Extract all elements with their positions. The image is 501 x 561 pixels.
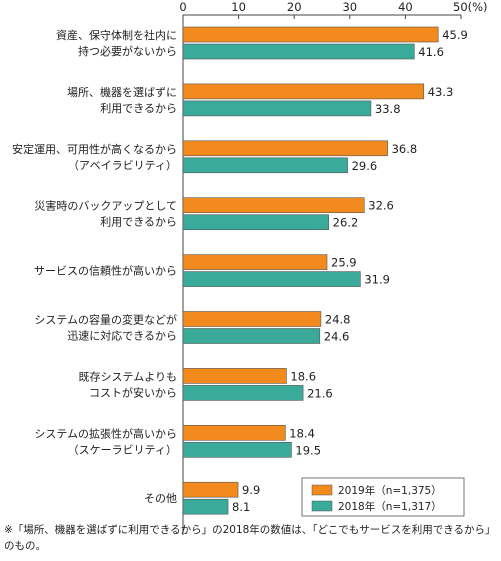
category-label: 安定運用、可用性が高くなるから <box>12 142 177 156</box>
x-tick-label: 40 <box>398 0 413 14</box>
bar <box>182 481 239 498</box>
category-label: サービスの信頼性が高いから <box>34 264 177 278</box>
category-label: 利用できるから <box>100 102 177 115</box>
x-tick-label: 10 <box>231 0 246 14</box>
bar <box>182 498 229 515</box>
data-label: 8.1 <box>232 500 250 514</box>
data-label: 24.6 <box>324 330 350 344</box>
category-label: 場所、機器を選ばずに <box>67 85 177 99</box>
bar <box>182 197 365 213</box>
bar <box>182 43 415 60</box>
bar <box>182 83 425 100</box>
bar <box>182 385 304 401</box>
category-label: システムの拡張性が高いから <box>34 426 177 440</box>
data-label: 29.6 <box>352 159 378 173</box>
x-tick-label: 30 <box>342 0 357 14</box>
legend-label: 2019年（n=1,375） <box>338 484 442 497</box>
bar <box>182 140 388 157</box>
bar <box>182 214 329 230</box>
x-tick-label: 50(%) <box>453 0 488 14</box>
legend-swatch <box>311 500 333 512</box>
data-label: 18.6 <box>290 369 316 383</box>
bar <box>182 311 322 327</box>
data-label: 21.6 <box>307 386 333 400</box>
bar <box>182 328 321 344</box>
data-label: 25.9 <box>331 256 357 270</box>
bar <box>182 254 328 270</box>
data-label: 32.6 <box>368 199 394 213</box>
category-label: 資産、保守体制を社内に <box>56 28 177 42</box>
data-label: 24.8 <box>325 313 351 327</box>
bar <box>182 368 287 384</box>
data-label: 45.9 <box>442 28 468 42</box>
bar <box>182 26 439 43</box>
data-label: 36.8 <box>392 142 418 156</box>
data-label: 31.9 <box>364 273 390 287</box>
category-label: 災害時のバックアップとして <box>34 199 177 213</box>
category-label: 持つ必要がないから <box>78 44 177 58</box>
data-label: 19.5 <box>295 443 321 457</box>
footnote: ※「場所、機器を選ばずに利用できるから」の2018年の数値は、「どこでもサービス… <box>4 524 496 552</box>
legend-label: 2018年（n=1,317） <box>338 500 442 513</box>
bar <box>182 424 286 441</box>
bar <box>182 100 372 117</box>
data-label: 41.6 <box>418 45 444 59</box>
data-label: 33.8 <box>375 102 401 116</box>
x-tick-label: 20 <box>287 0 302 14</box>
data-label: 18.4 <box>289 426 315 440</box>
legend-swatch <box>311 484 333 496</box>
category-label: 迅速に対応できるから <box>67 329 177 343</box>
data-label: 9.9 <box>242 483 260 497</box>
data-label: 26.2 <box>333 216 359 230</box>
bar <box>182 157 348 174</box>
data-label: 43.3 <box>428 85 454 99</box>
category-label: （スケーラビリティ） <box>68 443 177 456</box>
category-label: （アベイラビリティ） <box>68 159 177 172</box>
category-label: システムの容量の変更などが <box>34 313 177 327</box>
bar <box>182 271 361 287</box>
category-label: 利用できるから <box>100 216 177 229</box>
category-label: 既存システムよりも <box>79 369 177 383</box>
category-label: コストが安いから <box>89 385 177 399</box>
bar <box>182 441 292 458</box>
category-label: その他 <box>144 492 177 505</box>
x-tick-label: 0 <box>179 0 186 14</box>
